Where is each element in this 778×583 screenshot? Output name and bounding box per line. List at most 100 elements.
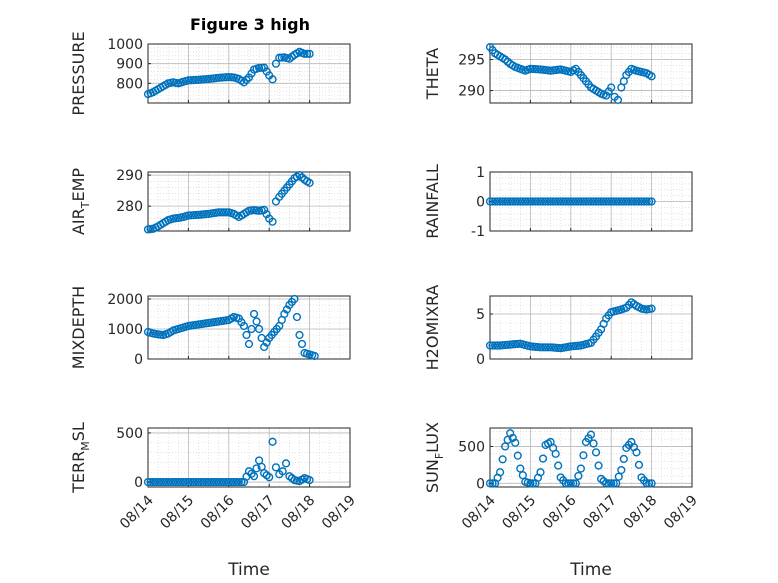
y-tick-label: 0 (134, 352, 143, 368)
data-point (262, 210, 271, 219)
y-axis-label-subscript: F (433, 453, 446, 459)
axes-box (147, 295, 351, 360)
data-point (217, 477, 226, 487)
data-point (571, 197, 580, 206)
data-point (189, 75, 198, 85)
data-point (191, 477, 201, 487)
data-point (518, 197, 527, 206)
data-point (632, 197, 641, 206)
data-point (609, 479, 618, 488)
data-point (262, 338, 271, 347)
data-point (488, 341, 497, 350)
data-point (566, 197, 575, 206)
data-point (217, 208, 226, 217)
subplot-8: 0 500 SUNFLUX 08/14 08/15 08/16 08/17 08/18 08/1… (423, 422, 701, 580)
data-point (541, 197, 550, 206)
data-series (485, 429, 656, 488)
data-point (526, 64, 535, 73)
data-point (224, 477, 233, 487)
data-point (212, 477, 221, 487)
data-point (268, 217, 277, 226)
y-axis-label-main: AIR (69, 208, 88, 235)
data-point (189, 211, 198, 220)
data-point (222, 208, 231, 217)
data-point (589, 439, 598, 448)
data-point (204, 477, 213, 487)
x-tick-label: 08/18 (621, 493, 661, 533)
data-point (249, 309, 259, 319)
data-point (622, 197, 631, 206)
data-point (619, 197, 628, 206)
data-point (543, 197, 553, 206)
data-point (227, 477, 236, 487)
y-axis-label-tail: LUX (423, 422, 442, 453)
subplot-3: 280 290 AIRTEMP (69, 168, 351, 235)
y-axis-label-main: SUN (423, 459, 442, 493)
x-tick-label: 08/16 (198, 492, 238, 532)
data-point (564, 197, 573, 206)
data-point (518, 471, 527, 480)
data-point (222, 477, 231, 487)
y-tick-label: 500 (116, 426, 143, 442)
data-point (503, 197, 512, 206)
data-point (617, 465, 626, 475)
data-point (260, 342, 269, 352)
data-point (576, 197, 586, 206)
data-point (543, 343, 553, 352)
data-point (171, 477, 180, 487)
y-tick-label: 290 (116, 168, 143, 184)
subplot-4: -1 0 1 RAINFALL (423, 164, 693, 240)
data-point (528, 197, 538, 206)
x-tick-label: 08/16 (540, 492, 580, 532)
data-point (607, 83, 616, 92)
y-axis-label-subscript: M (79, 441, 92, 451)
data-point (511, 438, 520, 447)
data-point (602, 91, 611, 100)
y-axis-label: THETA (423, 48, 442, 100)
x-axis-label: Time (569, 560, 612, 580)
data-point (214, 208, 223, 217)
data-point (249, 472, 259, 481)
data-point (151, 477, 160, 487)
data-point (511, 197, 520, 206)
data-point (265, 473, 274, 482)
data-point (194, 477, 203, 487)
data-point (297, 339, 307, 349)
data-point (612, 479, 621, 488)
data-point (282, 305, 291, 314)
data-point (207, 477, 216, 487)
data-point (176, 477, 185, 487)
data-point (300, 49, 309, 58)
data-point (234, 477, 244, 487)
y-axis-label: RAINFALL (423, 164, 442, 239)
y-axis-label-tail: SL (69, 422, 88, 441)
data-point (156, 477, 165, 487)
data-point (556, 197, 565, 206)
axes-box (147, 427, 351, 488)
data-point (528, 479, 538, 488)
data-point (602, 479, 611, 488)
data-point (538, 197, 548, 206)
data-point (642, 197, 651, 206)
data-point (538, 343, 548, 352)
data-point (513, 197, 522, 206)
data-point (551, 197, 560, 206)
data-point (184, 477, 193, 487)
data-point (305, 49, 314, 58)
data-point (554, 461, 563, 470)
data-point (302, 49, 312, 58)
data-point (634, 460, 644, 469)
data-series (485, 197, 656, 206)
data-point (604, 87, 613, 96)
y-tick-label: 1000 (107, 37, 143, 53)
y-axis-label: SUNFLUX (423, 422, 446, 493)
data-point (642, 479, 651, 488)
data-point (528, 64, 538, 74)
data-point (179, 477, 188, 487)
axes-box (489, 43, 693, 104)
subplot-1: 800 900 1000 PRESSURE (69, 31, 351, 116)
y-tick-label: 0 (134, 475, 143, 491)
data-point (191, 75, 201, 85)
